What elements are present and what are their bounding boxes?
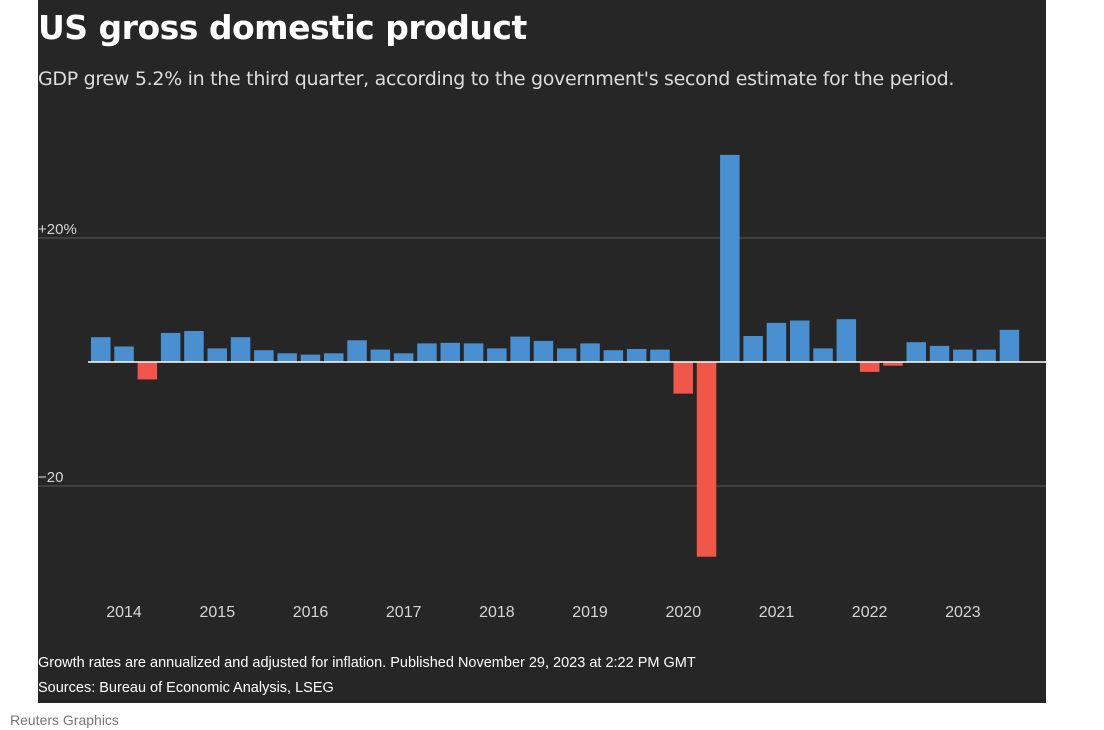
- bar-2019Q2: [603, 350, 624, 362]
- bar-2017Q3: [440, 342, 460, 362]
- x-tick-label: 2014: [106, 604, 142, 621]
- x-tick-label: 2023: [945, 604, 981, 621]
- bar-2021Q4: [836, 319, 857, 362]
- bar-2022Q2: [883, 362, 903, 366]
- y-tick-label: +20%: [38, 221, 77, 238]
- x-tick-label: 2020: [666, 604, 702, 621]
- x-tick-label: 2017: [386, 604, 422, 621]
- chart-panel: US gross domestic product GDP grew 5.2% …: [38, 0, 1046, 703]
- bar-2014Q4: [184, 331, 204, 362]
- x-tick-label: 2015: [200, 604, 236, 621]
- bar-2018Q2: [510, 336, 530, 362]
- bar-2015Q4: [277, 353, 297, 362]
- bar-2020Q4: [743, 336, 763, 362]
- x-tick-label: 2022: [852, 604, 888, 621]
- bar-2021Q1: [766, 322, 787, 362]
- bar-2016Q4: [370, 349, 391, 362]
- bar-2023Q3: [999, 329, 1020, 362]
- bar-2015Q2: [230, 337, 251, 362]
- chart-sources: Sources: Bureau of Economic Analysis, LS…: [38, 680, 334, 696]
- bar-2019Q4: [650, 349, 670, 362]
- bar-2019Q1: [580, 343, 600, 362]
- bar-2015Q1: [207, 348, 227, 362]
- bar-2019Q3: [626, 349, 647, 362]
- bar-2016Q2: [324, 353, 344, 362]
- x-tick-label: 2021: [759, 604, 795, 621]
- bar-2018Q1: [487, 348, 507, 362]
- bar-2022Q1: [859, 362, 880, 372]
- bar-2016Q1: [300, 354, 321, 362]
- y-tick-label: −20: [38, 469, 63, 486]
- bar-2023Q2: [976, 349, 996, 362]
- chart-note: Growth rates are annualized and adjusted…: [38, 655, 696, 671]
- bar-2022Q4: [929, 345, 950, 362]
- bar-2014Q1: [114, 346, 134, 362]
- bar-2013Q4: [91, 337, 111, 362]
- bar-2015Q3: [254, 350, 274, 362]
- bar-2021Q3: [813, 348, 833, 362]
- bar-2020Q2: [696, 362, 717, 557]
- bar-2016Q3: [347, 340, 367, 362]
- bar-2014Q2: [137, 362, 158, 380]
- bar-2023Q1: [953, 349, 973, 362]
- bar-2022Q3: [906, 342, 926, 362]
- bar-2017Q2: [417, 343, 437, 362]
- x-tick-label: 2018: [479, 604, 515, 621]
- x-tick-label: 2016: [293, 604, 329, 621]
- bar-2020Q1: [673, 362, 693, 394]
- bar-2017Q1: [393, 353, 414, 362]
- bar-2018Q3: [533, 340, 554, 362]
- bar-2018Q4: [557, 348, 577, 362]
- chart-title: US gross domestic product: [38, 8, 527, 47]
- chart-subtitle: GDP grew 5.2% in the third quarter, acco…: [38, 68, 955, 90]
- bar-2017Q4: [463, 343, 484, 362]
- bar-2020Q3: [720, 154, 740, 362]
- bar-chart: +20% −20 2014 2015 2016 2017 2018 2019 2020 2021 2…: [38, 154, 1046, 621]
- x-tick-label: 2019: [572, 604, 608, 621]
- reuters-graphics-credit: Reuters Graphics: [10, 712, 119, 728]
- bar-2021Q2: [790, 320, 810, 362]
- bar-2014Q3: [160, 332, 181, 362]
